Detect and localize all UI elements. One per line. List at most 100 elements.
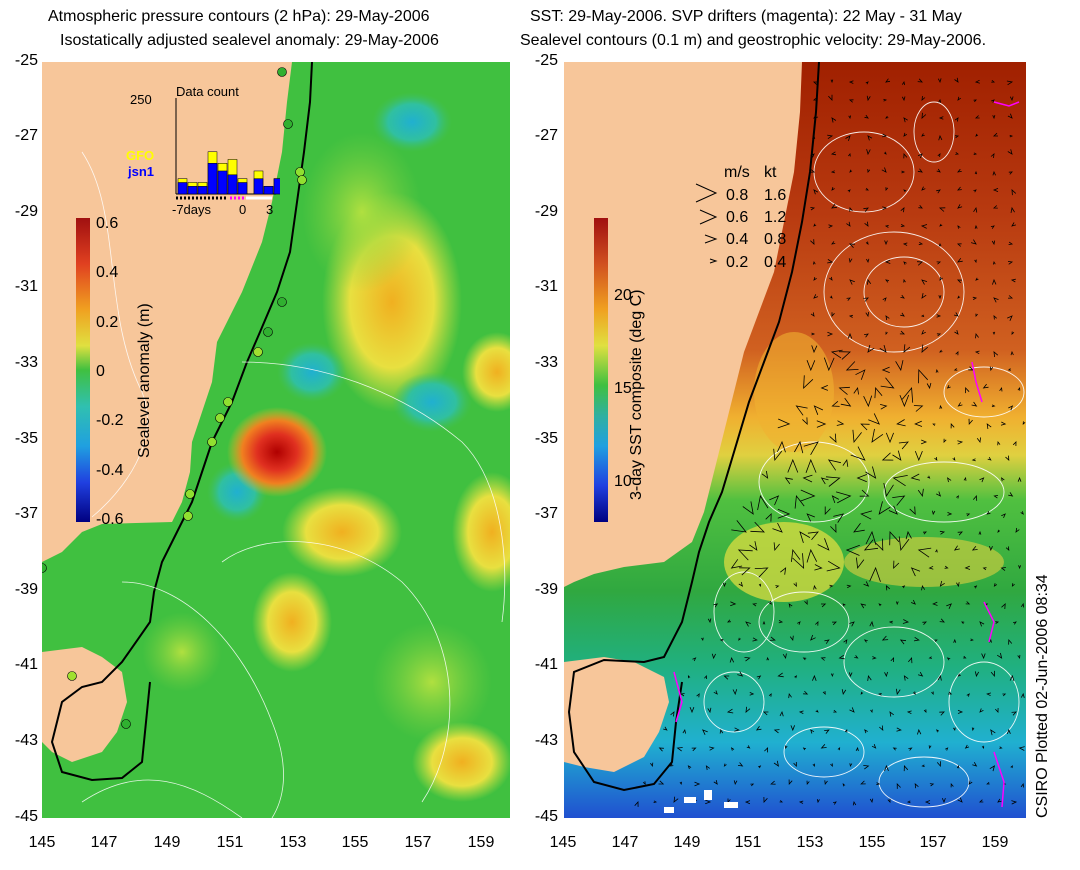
velocity-arrow <box>729 656 735 663</box>
velocity-arrow <box>900 224 906 228</box>
velocity-arrow <box>731 520 747 533</box>
velocity-arrow <box>997 798 1002 803</box>
credit-text: CSIRO Plotted 02-Jun-2006 08:34 <box>1034 574 1051 818</box>
velocity-arrow <box>944 565 949 569</box>
velocity-arrow <box>763 796 768 804</box>
inset-legend-gfo: GFO <box>126 148 155 163</box>
velocity-arrow <box>993 297 999 303</box>
velocity-arrow <box>992 114 996 120</box>
velocity-arrow <box>895 360 904 372</box>
velocity-arrow <box>901 96 906 102</box>
velocity-arrow <box>669 763 674 767</box>
velocity-arrow <box>883 482 894 498</box>
velocity-arrow <box>970 239 977 245</box>
velocity-arrow <box>719 728 724 734</box>
inset-ymax: 250 <box>130 92 152 107</box>
velocity-arrow <box>914 450 923 462</box>
right-colorbar-label: 3-day SST composite (deg C) <box>628 289 645 500</box>
velocity-arrow <box>806 780 810 786</box>
legend-header-ms: m/s <box>724 164 750 181</box>
velocity-arrow <box>939 580 945 587</box>
velocity-arrow <box>837 747 841 751</box>
velocity-arrow <box>950 782 954 788</box>
velocity-arrow <box>976 437 981 444</box>
velocity-arrow <box>946 477 952 483</box>
velocity-arrow <box>936 333 942 337</box>
left-colorbar-tick: -0.4 <box>96 462 124 479</box>
velocity-arrow <box>869 620 874 627</box>
pressure-contours <box>81 151 506 818</box>
velocity-arrow <box>921 329 926 335</box>
velocity-arrow <box>986 692 992 697</box>
velocity-arrow <box>803 441 819 456</box>
velocity-arrow <box>990 670 995 678</box>
left-y-tick: -45 <box>14 808 38 825</box>
velocity-arrow <box>745 621 751 627</box>
velocity-arrow <box>882 297 887 302</box>
velocity-arrow <box>1007 261 1014 265</box>
velocity-arrow <box>696 693 700 698</box>
velocity-arrow <box>738 637 741 641</box>
velocity-arrow <box>689 706 695 714</box>
velocity-arrow <box>990 729 996 736</box>
velocity-arrow <box>968 780 973 785</box>
velocity-arrow <box>876 782 881 786</box>
velocity-arrow <box>903 261 907 265</box>
velocity-arrow <box>884 764 889 772</box>
velocity-arrow <box>935 548 938 553</box>
velocity-arrow <box>968 418 973 426</box>
velocity-arrow <box>909 506 916 515</box>
velocity-arrow <box>787 458 799 473</box>
velocity-arrow <box>903 132 907 137</box>
velocity-arrow <box>701 637 704 642</box>
left-y-tick: -29 <box>14 203 38 220</box>
velocity-arrow <box>650 762 654 768</box>
velocity-arrow <box>889 711 894 717</box>
velocity-arrow <box>769 495 780 506</box>
velocity-arrow <box>813 276 817 281</box>
velocity-arrow <box>757 494 769 511</box>
velocity-arrow <box>846 584 852 589</box>
velocity-arrow <box>903 675 909 681</box>
velocity-arrow <box>1010 765 1013 769</box>
right-y-tick: -25 <box>534 52 558 69</box>
velocity-arrow <box>813 114 819 119</box>
velocity-arrow <box>860 510 873 520</box>
velocity-arrow <box>921 186 926 191</box>
velocity-arrow <box>938 116 944 120</box>
velocity-arrow <box>1008 241 1014 245</box>
velocity-arrow <box>811 345 818 354</box>
velocity-arrow <box>974 350 980 355</box>
velocity-arrow <box>727 619 731 623</box>
velocity-arrow <box>964 744 970 749</box>
velocity-arrow <box>1008 295 1014 299</box>
velocity-arrow <box>981 745 985 749</box>
velocity-arrow <box>812 98 817 101</box>
velocity-arrow <box>882 206 888 211</box>
velocity-arrow <box>957 257 963 263</box>
velocity-arrow <box>882 133 888 138</box>
velocity-arrow <box>810 169 816 173</box>
velocity-arrow <box>957 243 962 247</box>
velocity-arrow <box>995 621 1000 624</box>
velocity-arrow <box>846 297 851 301</box>
velocity-arrow <box>856 474 868 483</box>
velocity-arrow <box>1011 189 1017 196</box>
tasmania-land <box>564 657 669 772</box>
tide-gauge-markers <box>42 67 307 729</box>
velocity-arrow <box>814 564 823 571</box>
velocity-arrow <box>905 530 912 540</box>
right-colorbar-tick: 10 <box>614 473 632 490</box>
velocity-arrow <box>922 621 927 625</box>
velocity-arrow <box>869 566 881 582</box>
velocity-arrow <box>955 351 959 356</box>
velocity-arrow <box>878 693 882 696</box>
velocity-arrow <box>853 386 859 395</box>
velocity-arrow <box>939 404 943 409</box>
velocity-arrow <box>849 243 856 248</box>
velocity-arrow <box>903 344 911 353</box>
data-count-inset <box>175 98 280 200</box>
velocity-arrow <box>922 531 927 535</box>
velocity-arrow <box>879 725 884 731</box>
velocity-arrow <box>733 780 738 786</box>
